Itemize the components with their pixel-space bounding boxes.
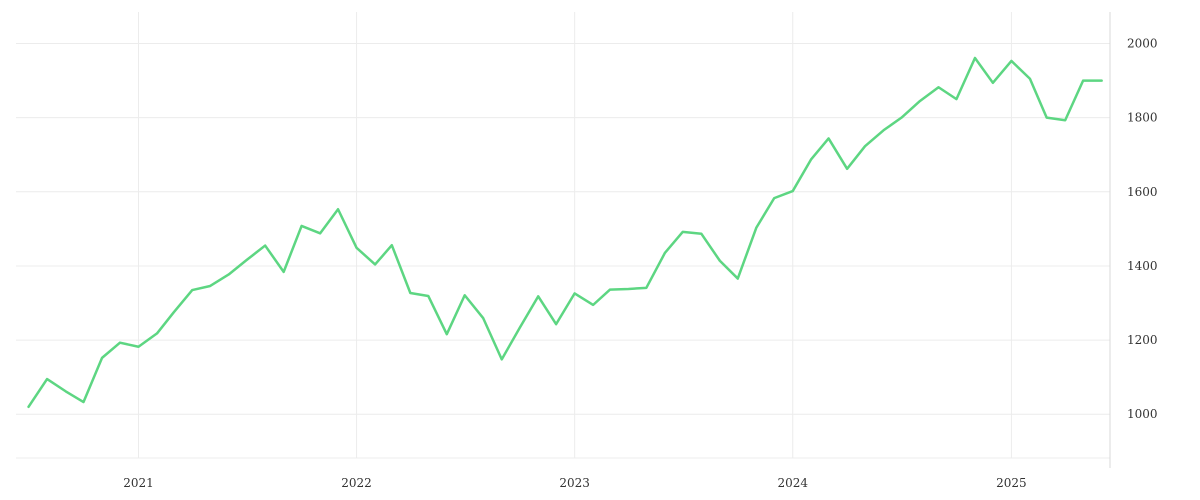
grid [16, 12, 1110, 458]
x-tick-label: 2022 [341, 476, 372, 490]
x-tick-label: 2021 [123, 476, 154, 490]
y-tick-label: 1200 [1127, 333, 1158, 347]
y-tick-label: 1400 [1127, 259, 1158, 273]
y-tick-label: 2000 [1127, 37, 1158, 51]
x-tick-label: 2023 [559, 476, 590, 490]
x-tick-label: 2025 [996, 476, 1027, 490]
y-tick-label: 1000 [1127, 407, 1158, 421]
series-line-0 [27, 56, 1103, 409]
x-tick-label: 2024 [777, 476, 808, 490]
tick-labels: 2021 2022 2023 2024 2025 1000 1200 1400 1600 1800… [123, 37, 1157, 490]
axes [16, 12, 1111, 468]
series-layer [27, 56, 1103, 409]
y-tick-label: 1800 [1127, 111, 1158, 125]
y-tick-label: 1600 [1127, 185, 1158, 199]
